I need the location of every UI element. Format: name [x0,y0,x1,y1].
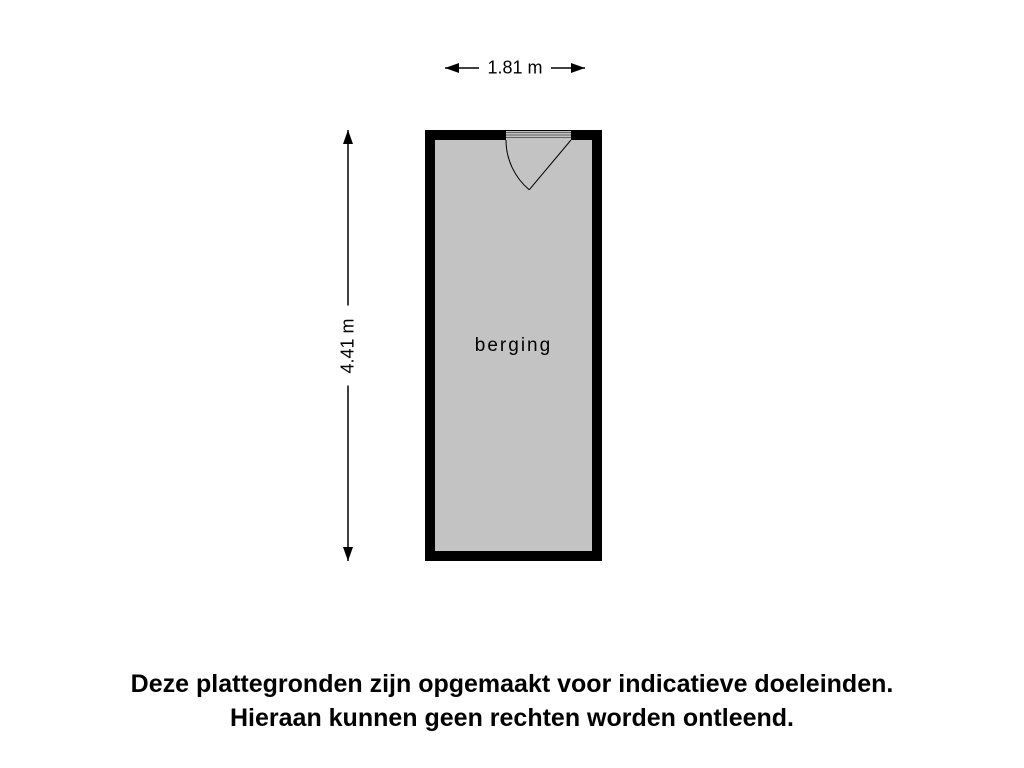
disclaimer-caption: Deze plattegronden zijn opgemaakt voor i… [0,668,1024,736]
disclaimer-line-1: Deze plattegronden zijn opgemaakt voor i… [131,670,894,698]
floorplan-stage: berging 1.81 m 4.41 m Deze plattegronden… [0,0,1024,768]
dimension-height-label: 4.41 m [338,318,359,373]
dimension-width-label: 1.81 m [487,58,542,79]
disclaimer-line-2: Hieraan kunnen geen rechten worden ontle… [230,704,794,732]
floorplan-overlay [0,0,1024,768]
